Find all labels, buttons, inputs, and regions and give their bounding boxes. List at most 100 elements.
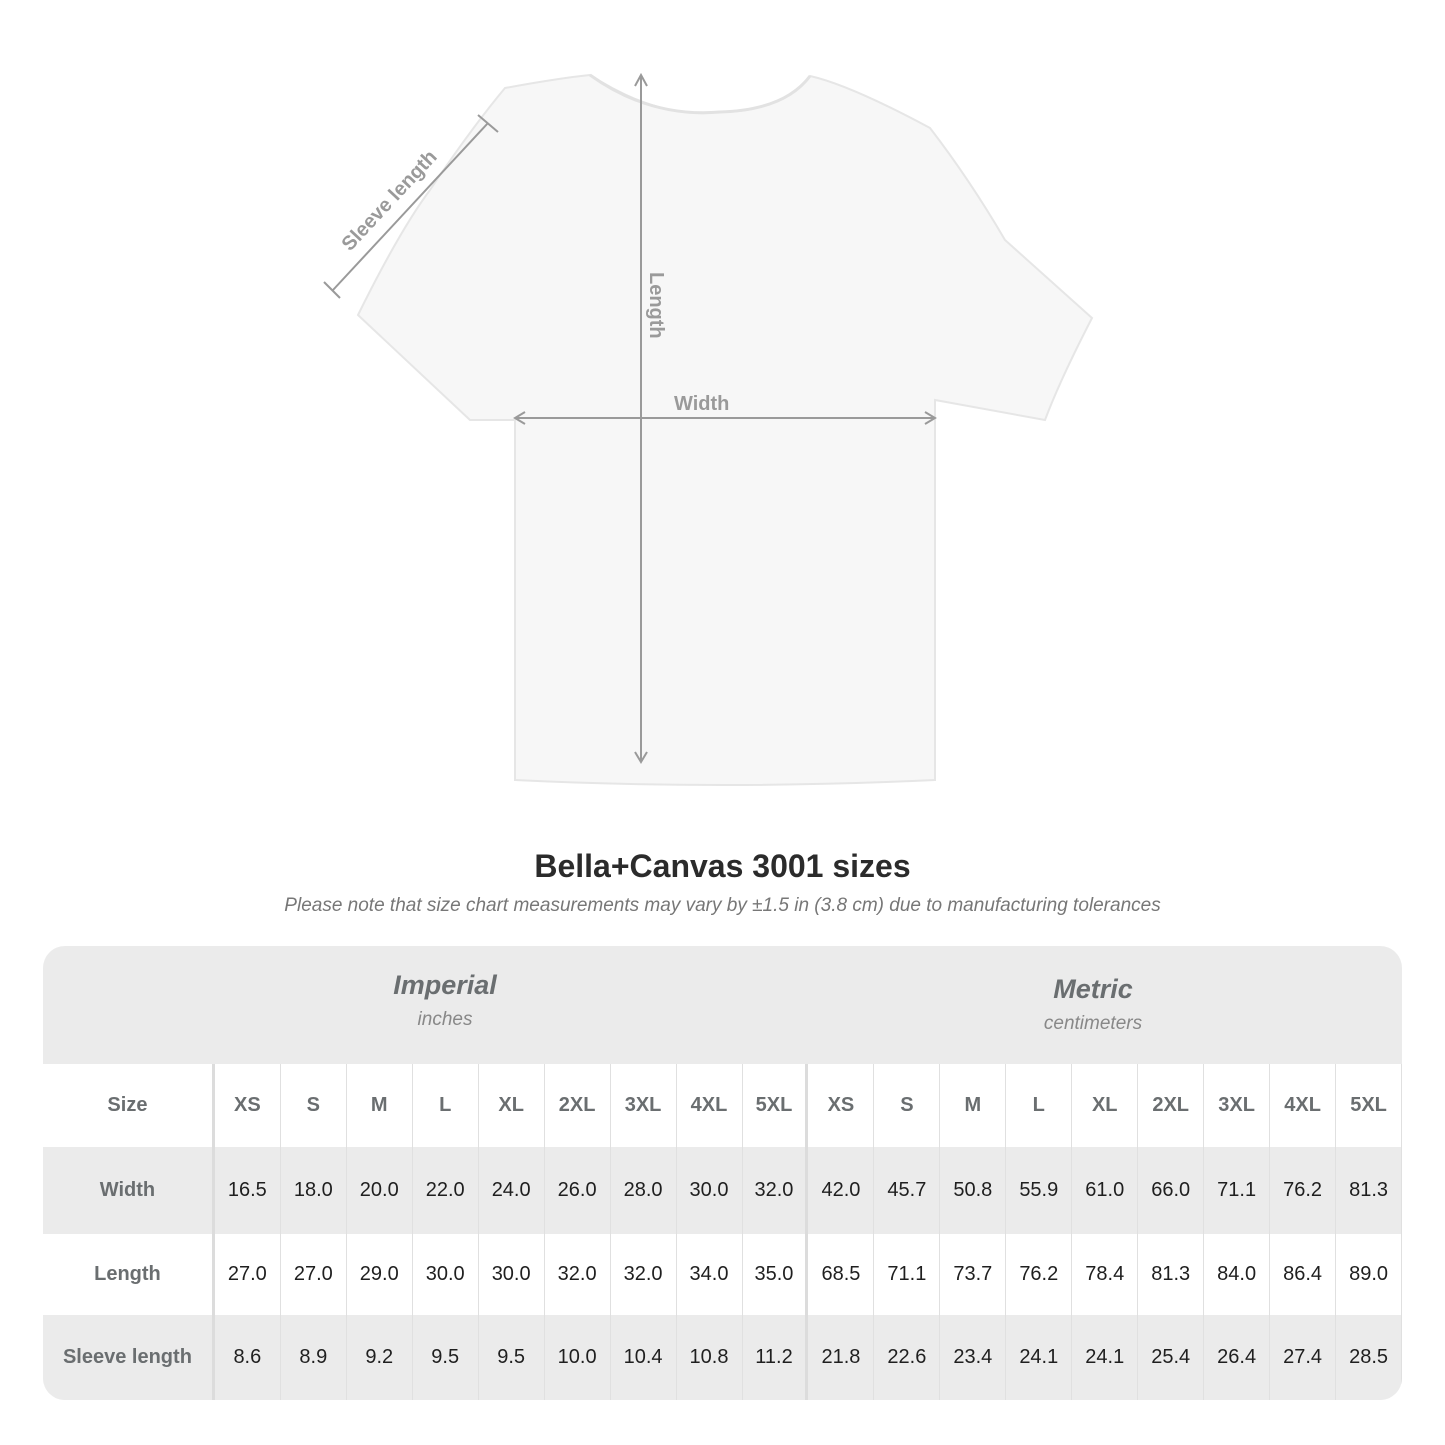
size-header-row: Size XS S M L XL 2XL 3XL 4XL 5XL XS S M L XL 2XL 3XL 4XL 5…	[43, 1064, 1402, 1147]
row-label: Length	[43, 1234, 215, 1315]
metric-value-cell: 71.1	[874, 1234, 941, 1315]
imperial-value-cell: 22.0	[413, 1147, 479, 1234]
metric-value-cell: 76.2	[1270, 1147, 1337, 1234]
imperial-value-cell: 26.0	[545, 1147, 611, 1234]
length-arrow-top	[634, 72, 648, 87]
imperial-size-M: M	[347, 1064, 413, 1147]
metric-value-cell: 22.6	[874, 1315, 941, 1400]
metric-value-cell: 78.4	[1072, 1234, 1139, 1315]
imperial-value-cell: 20.0	[347, 1147, 413, 1234]
imperial-value-cell: 10.4	[611, 1315, 677, 1400]
imperial-title: Imperial	[393, 970, 497, 1000]
metric-value-cell: 50.8	[940, 1147, 1007, 1234]
imperial-size-4XL: 4XL	[677, 1064, 743, 1147]
metric-unit: centimeters	[1043, 1013, 1143, 1034]
table-row: Width 16.5 18.0 20.0 22.0 24.0 26.0 28.0 30.0 32.…	[43, 1147, 1402, 1234]
metric-value-cell: 86.4	[1270, 1234, 1337, 1315]
width-label: Width	[674, 393, 729, 415]
sleeve-measure-cap	[477, 114, 499, 133]
imperial-value-cell: 35.0	[743, 1234, 809, 1315]
metric-value-cell: 81.3	[1336, 1147, 1402, 1234]
imperial-value-cell: 18.0	[281, 1147, 347, 1234]
imperial-size-5XL: 5XL	[743, 1064, 809, 1147]
metric-size-4XL: 4XL	[1270, 1064, 1337, 1147]
imperial-value-cell: 29.0	[347, 1234, 413, 1315]
imperial-value-cell: 32.0	[611, 1234, 677, 1315]
imperial-value-cell: 32.0	[743, 1147, 809, 1234]
imperial-value-cell: 9.5	[413, 1315, 479, 1400]
imperial-header: Imperial inches	[215, 970, 675, 1088]
imperial-value-cell: 30.0	[677, 1147, 743, 1234]
page-title: Bella+Canvas 3001 sizes	[534, 848, 911, 884]
metric-value-cell: 61.0	[1072, 1147, 1139, 1234]
imperial-unit: inches	[417, 1009, 473, 1030]
tolerance-note: Please note that size chart measurements…	[284, 895, 1161, 916]
metric-value-cell: 24.1	[1006, 1315, 1073, 1400]
row-label: Sleeve length	[43, 1315, 215, 1400]
metric-value-cell: 24.1	[1072, 1315, 1139, 1400]
imperial-size-2XL: 2XL	[545, 1064, 611, 1147]
metric-value-cell: 68.5	[808, 1234, 875, 1315]
size-table: Imperial inches Metric centimeters Size X…	[43, 946, 1402, 1400]
metric-value-cell: 28.5	[1336, 1315, 1402, 1400]
imperial-value-cell: 11.2	[743, 1315, 809, 1400]
metric-title: Metric	[1053, 974, 1133, 1004]
imperial-size-3XL: 3XL	[611, 1064, 677, 1147]
imperial-value-cell: 30.0	[413, 1234, 479, 1315]
metric-size-XL: XL	[1072, 1064, 1139, 1147]
metric-size-M: M	[940, 1064, 1007, 1147]
metric-value-cell: 71.1	[1204, 1147, 1271, 1234]
tshirt-diagram: Sleeve length Length Width	[323, 72, 1094, 786]
imperial-value-cell: 28.0	[611, 1147, 677, 1234]
imperial-value-cell: 8.9	[281, 1315, 347, 1400]
metric-value-cell: 26.4	[1204, 1315, 1271, 1400]
imperial-value-cell: 10.0	[545, 1315, 611, 1400]
imperial-value-cell: 30.0	[479, 1234, 545, 1315]
metric-value-cell: 76.2	[1006, 1234, 1073, 1315]
metric-value-cell: 89.0	[1336, 1234, 1402, 1315]
metric-size-5XL: 5XL	[1336, 1064, 1402, 1147]
metric-size-3XL: 3XL	[1204, 1064, 1271, 1147]
width-arrow-right	[924, 411, 937, 425]
sleeve-measure-cap	[323, 281, 341, 299]
table-row: Length 27.0 27.0 29.0 30.0 30.0 32.0 32.0 34.0 35…	[43, 1234, 1402, 1315]
metric-value-cell: 21.8	[808, 1315, 875, 1400]
imperial-value-cell: 27.0	[281, 1234, 347, 1315]
sleeve-measure-line	[332, 122, 489, 291]
table-row: Sleeve length 8.6 8.9 9.2 9.5 9.5 10.0 10.4 10.8…	[43, 1315, 1402, 1400]
collar	[589, 73, 812, 115]
row-label: Width	[43, 1147, 215, 1234]
metric-value-cell: 23.4	[940, 1315, 1007, 1400]
width-arrow-left	[513, 411, 526, 425]
imperial-size-XS: XS	[215, 1064, 281, 1147]
metric-value-cell: 81.3	[1138, 1234, 1205, 1315]
metric-value-cell: 55.9	[1006, 1147, 1073, 1234]
metric-header: Metric centimeters	[863, 974, 1323, 1092]
imperial-value-cell: 32.0	[545, 1234, 611, 1315]
imperial-value-cell: 10.8	[677, 1315, 743, 1400]
metric-value-cell: 84.0	[1204, 1234, 1271, 1315]
imperial-value-cell: 16.5	[215, 1147, 281, 1234]
imperial-value-cell: 9.2	[347, 1315, 413, 1400]
imperial-value-cell: 34.0	[677, 1234, 743, 1315]
metric-size-S: S	[874, 1064, 941, 1147]
length-label: Length	[645, 272, 667, 339]
imperial-value-cell: 24.0	[479, 1147, 545, 1234]
imperial-value-cell: 8.6	[215, 1315, 281, 1400]
imperial-size-XL: XL	[479, 1064, 545, 1147]
metric-value-cell: 45.7	[874, 1147, 941, 1234]
metric-value-cell: 25.4	[1138, 1315, 1205, 1400]
tshirt-shape	[356, 73, 1094, 786]
imperial-size-L: L	[413, 1064, 479, 1147]
metric-value-cell: 42.0	[808, 1147, 875, 1234]
imperial-value-cell: 27.0	[215, 1234, 281, 1315]
metric-value-cell: 73.7	[940, 1234, 1007, 1315]
imperial-value-cell: 9.5	[479, 1315, 545, 1400]
metric-value-cell: 66.0	[1138, 1147, 1205, 1234]
imperial-size-S: S	[281, 1064, 347, 1147]
metric-size-XS: XS	[808, 1064, 875, 1147]
metric-value-cell: 27.4	[1270, 1315, 1337, 1400]
length-arrow-bottom	[634, 751, 648, 764]
metric-size-2XL: 2XL	[1138, 1064, 1205, 1147]
size-label: Size	[43, 1064, 215, 1147]
